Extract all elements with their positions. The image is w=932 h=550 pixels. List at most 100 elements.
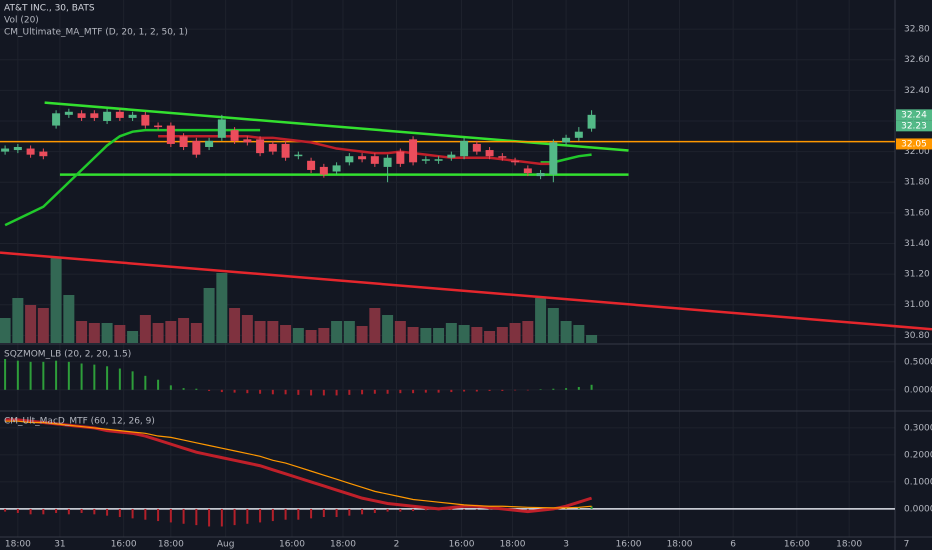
candle-body (549, 142, 558, 175)
candle-body (1, 148, 10, 152)
volume-bar (241, 315, 253, 343)
trendline (0, 251, 932, 331)
y-tick-label: 31.80 (904, 178, 930, 188)
volume-bar (0, 318, 11, 343)
candle-body (587, 114, 596, 129)
candle-body (281, 143, 290, 158)
price-label: 32.24 (901, 110, 927, 120)
candle-body (523, 168, 532, 174)
volume-bar (547, 308, 559, 343)
volume-bar (190, 323, 202, 343)
volume-bar (445, 323, 457, 343)
candle-body (332, 165, 341, 172)
candle-body (166, 125, 175, 144)
x-tick-label: 16:00 (279, 540, 305, 550)
moving-average (4, 128, 592, 227)
x-tick-label: 31 (54, 540, 65, 550)
volume-bar (254, 321, 266, 343)
indicator-label: CM_Ultimate_MA_MTF (D, 20, 1, 2, 50, 1) (4, 28, 188, 38)
y-tick-label: 32.00 (904, 147, 930, 157)
candle-body (536, 173, 545, 177)
volume-bar (178, 318, 190, 343)
candle-body (358, 156, 367, 160)
x-tick-label: 16:00 (111, 540, 137, 550)
x-tick-label: 18:00 (836, 540, 862, 550)
x-tick-label: 18:00 (667, 540, 693, 550)
volume-bar (318, 328, 330, 343)
x-tick-label: 18:00 (5, 540, 31, 550)
volume-bar (216, 273, 228, 343)
volume-bar (433, 328, 445, 343)
indicator-title: CM_Ult_MacD_MTF (60, 12, 26, 9) (4, 417, 155, 427)
volume-bar (203, 288, 215, 343)
volume-bar (573, 325, 585, 343)
volume-bar (114, 325, 126, 343)
volume-bar (458, 325, 470, 343)
price-label: 32.23 (901, 121, 927, 131)
volume-bar (37, 308, 49, 343)
volume-bar (560, 321, 572, 343)
volume-bar (267, 321, 279, 343)
volume-bar (407, 327, 419, 343)
volume-bar (305, 330, 317, 343)
volume-bar (165, 321, 177, 343)
x-tick-label: 16:00 (784, 540, 810, 550)
volume-bar (496, 327, 508, 343)
candle-body (447, 154, 456, 158)
x-tick-label: 7 (904, 540, 910, 550)
volume-bar (50, 257, 62, 343)
price-label: 32.05 (901, 139, 927, 149)
volume-bar (343, 321, 355, 343)
price-label-box (896, 138, 932, 150)
x-tick-label: 18:00 (330, 540, 356, 550)
candle-body (434, 159, 443, 161)
volume-bar (127, 331, 139, 343)
candle-body (319, 166, 328, 175)
candle-body (243, 139, 252, 143)
candle-body (421, 159, 430, 161)
indicator-label: Vol (20) (4, 16, 39, 26)
x-tick-label: 2 (394, 540, 400, 550)
volume-bar (280, 325, 292, 343)
candle-body (205, 140, 214, 147)
volume-bar (394, 321, 406, 343)
volume-bar (63, 295, 75, 343)
candle-body (77, 113, 86, 118)
candle-body (115, 111, 124, 118)
candle-body (192, 140, 201, 155)
candle-body (64, 111, 73, 115)
candle-body (90, 113, 99, 118)
y-tick-label: 0.3000 (904, 423, 932, 433)
volume-bar (101, 323, 113, 343)
chart-title: AT&T INC., 30, BATS (4, 4, 95, 14)
candle-body (103, 111, 112, 121)
candle-body (345, 156, 354, 163)
candle-body (52, 113, 61, 126)
y-tick-label: 31.00 (904, 300, 930, 310)
series-line (5, 418, 593, 514)
y-tick-label: 31.60 (904, 208, 930, 218)
candle-body (217, 119, 226, 138)
volume-bar (88, 323, 100, 343)
candle-body (256, 139, 265, 154)
volume-bar (484, 331, 496, 343)
x-tick-label: 16:00 (616, 540, 642, 550)
candle-body (460, 140, 469, 157)
y-tick-label: 32.80 (904, 25, 930, 35)
volume-bar (420, 328, 432, 343)
x-tick-label: 6 (730, 540, 736, 550)
y-tick-label: 32.60 (904, 55, 930, 65)
volume-bar (586, 335, 598, 343)
trendline (44, 101, 629, 152)
candle-body (294, 154, 303, 157)
candle-body (141, 114, 150, 126)
candle-body (562, 137, 571, 143)
candle-body (511, 160, 520, 163)
y-tick-label: 32.40 (904, 86, 930, 96)
x-tick-label: 3 (563, 540, 569, 550)
